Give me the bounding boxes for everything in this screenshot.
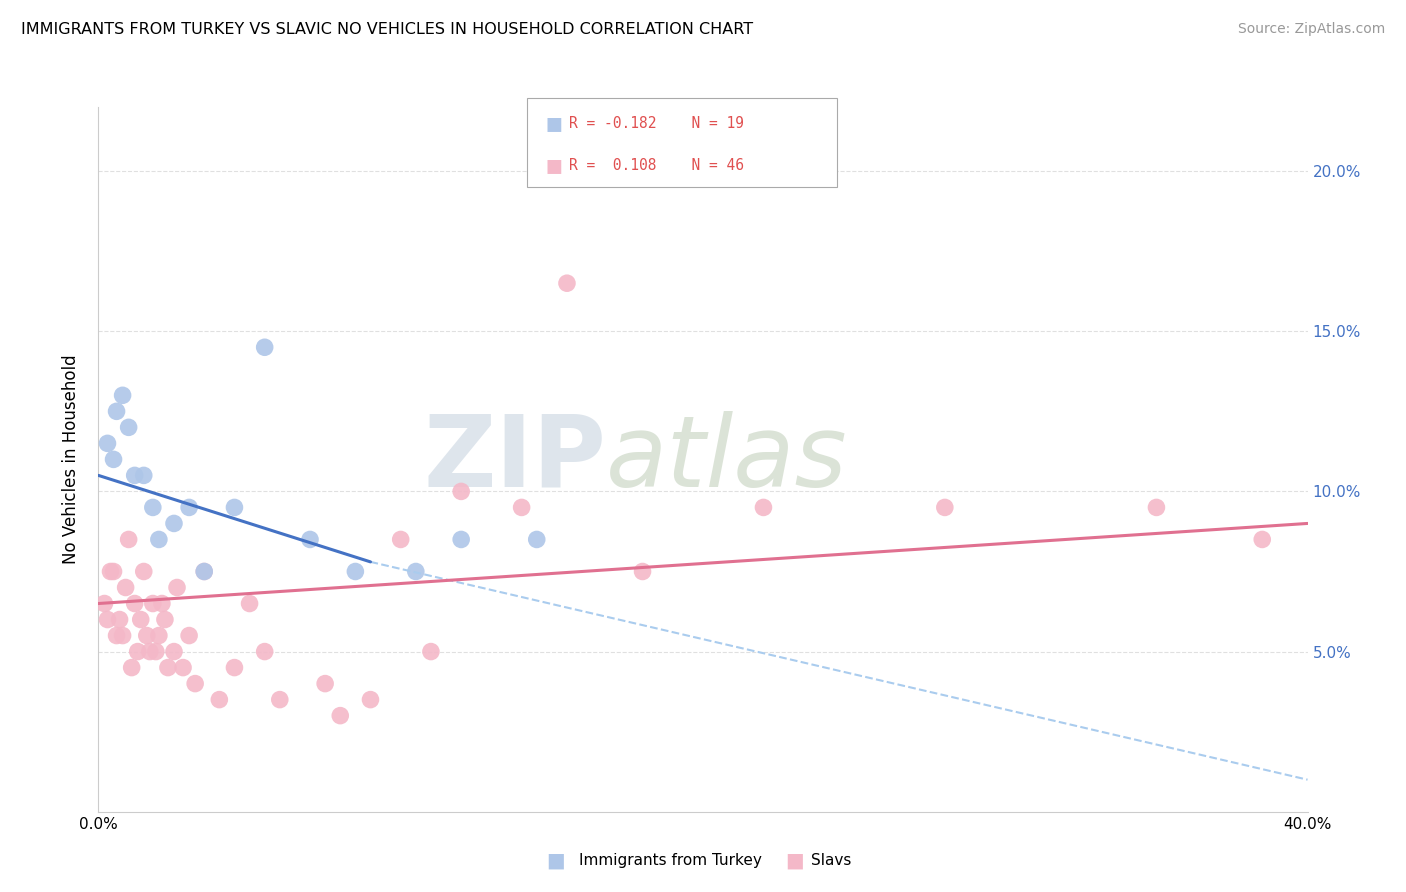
Point: [172, 660, 194, 674]
Point: [163, 644, 186, 658]
Text: ▪: ▪: [544, 109, 562, 137]
Point: [405, 565, 427, 579]
Point: [314, 676, 336, 690]
Point: [118, 420, 141, 434]
Point: [193, 565, 215, 579]
Text: ▪: ▪: [785, 847, 804, 875]
Point: [163, 516, 186, 531]
Text: R =  0.108    N = 46: R = 0.108 N = 46: [569, 158, 744, 172]
Point: [1146, 500, 1168, 515]
Text: Slavs: Slavs: [811, 854, 852, 868]
Point: [224, 500, 246, 515]
Point: [108, 613, 131, 627]
Point: [631, 565, 654, 579]
Point: [934, 500, 956, 515]
Point: [526, 533, 548, 547]
Point: [360, 692, 382, 706]
Point: [124, 597, 146, 611]
Y-axis label: No Vehicles in Household: No Vehicles in Household: [62, 354, 80, 565]
Point: [145, 644, 167, 658]
Point: [193, 565, 215, 579]
Point: [121, 660, 143, 674]
Point: [118, 533, 141, 547]
Point: [344, 565, 367, 579]
Point: [96, 436, 118, 450]
Point: [111, 388, 134, 402]
Point: [103, 565, 125, 579]
Point: [299, 533, 322, 547]
Point: [555, 277, 578, 291]
Point: [124, 468, 146, 483]
Point: [132, 468, 155, 483]
Point: [224, 660, 246, 674]
Point: [127, 644, 149, 658]
Point: [96, 613, 118, 627]
Point: [179, 628, 201, 642]
Point: [184, 676, 207, 690]
Text: IMMIGRANTS FROM TURKEY VS SLAVIC NO VEHICLES IN HOUSEHOLD CORRELATION CHART: IMMIGRANTS FROM TURKEY VS SLAVIC NO VEHI…: [21, 22, 754, 37]
Point: [166, 581, 188, 595]
Point: [103, 452, 125, 467]
Text: ▪: ▪: [546, 847, 565, 875]
Point: [148, 533, 170, 547]
Point: [135, 628, 157, 642]
Point: [239, 597, 262, 611]
Point: [389, 533, 412, 547]
Point: [132, 565, 155, 579]
Point: [156, 660, 179, 674]
Point: [253, 340, 276, 354]
Point: [148, 628, 170, 642]
Text: Source: ZipAtlas.com: Source: ZipAtlas.com: [1237, 22, 1385, 37]
Point: [105, 628, 128, 642]
Point: [450, 533, 472, 547]
Point: [150, 597, 173, 611]
Point: [208, 692, 231, 706]
Point: [253, 644, 276, 658]
Point: [93, 597, 115, 611]
Point: [142, 500, 165, 515]
Text: ▪: ▪: [544, 151, 562, 179]
Point: [105, 404, 128, 418]
Point: [111, 628, 134, 642]
Point: [1251, 533, 1274, 547]
Text: Immigrants from Turkey: Immigrants from Turkey: [579, 854, 762, 868]
Point: [142, 597, 165, 611]
Point: [179, 500, 201, 515]
Point: [139, 644, 162, 658]
Point: [450, 484, 472, 499]
Point: [752, 500, 775, 515]
Text: R = -0.182    N = 19: R = -0.182 N = 19: [569, 116, 744, 130]
Point: [329, 708, 352, 723]
Point: [114, 581, 136, 595]
Point: [420, 644, 443, 658]
Point: [100, 565, 122, 579]
Text: atlas: atlas: [606, 411, 848, 508]
Text: ZIP: ZIP: [423, 411, 606, 508]
Point: [129, 613, 152, 627]
Point: [153, 613, 176, 627]
Point: [510, 500, 533, 515]
Point: [269, 692, 291, 706]
